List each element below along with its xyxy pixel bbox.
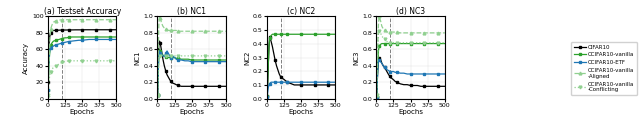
Title: (d) NC3: (d) NC3 <box>396 7 425 16</box>
X-axis label: Epochs: Epochs <box>289 109 314 115</box>
Y-axis label: NC2: NC2 <box>244 50 250 65</box>
Legend: CIFAR10, CCIFAR10-vanilla, CCIFAR10-ETF, CCIFAR10-vanilla
-Aligned, CCIFAR10-van: CIFAR10, CCIFAR10-vanilla, CCIFAR10-ETF,… <box>571 42 637 95</box>
Y-axis label: Accuracy: Accuracy <box>24 42 29 74</box>
Title: (a) Testset Accuracy: (a) Testset Accuracy <box>44 7 121 16</box>
Title: (c) NC2: (c) NC2 <box>287 7 316 16</box>
X-axis label: Epochs: Epochs <box>179 109 204 115</box>
X-axis label: Epochs: Epochs <box>70 109 95 115</box>
Y-axis label: NC3: NC3 <box>353 50 360 65</box>
Title: (b) NC1: (b) NC1 <box>177 7 206 16</box>
Y-axis label: NC1: NC1 <box>134 50 141 65</box>
X-axis label: Epochs: Epochs <box>398 109 423 115</box>
